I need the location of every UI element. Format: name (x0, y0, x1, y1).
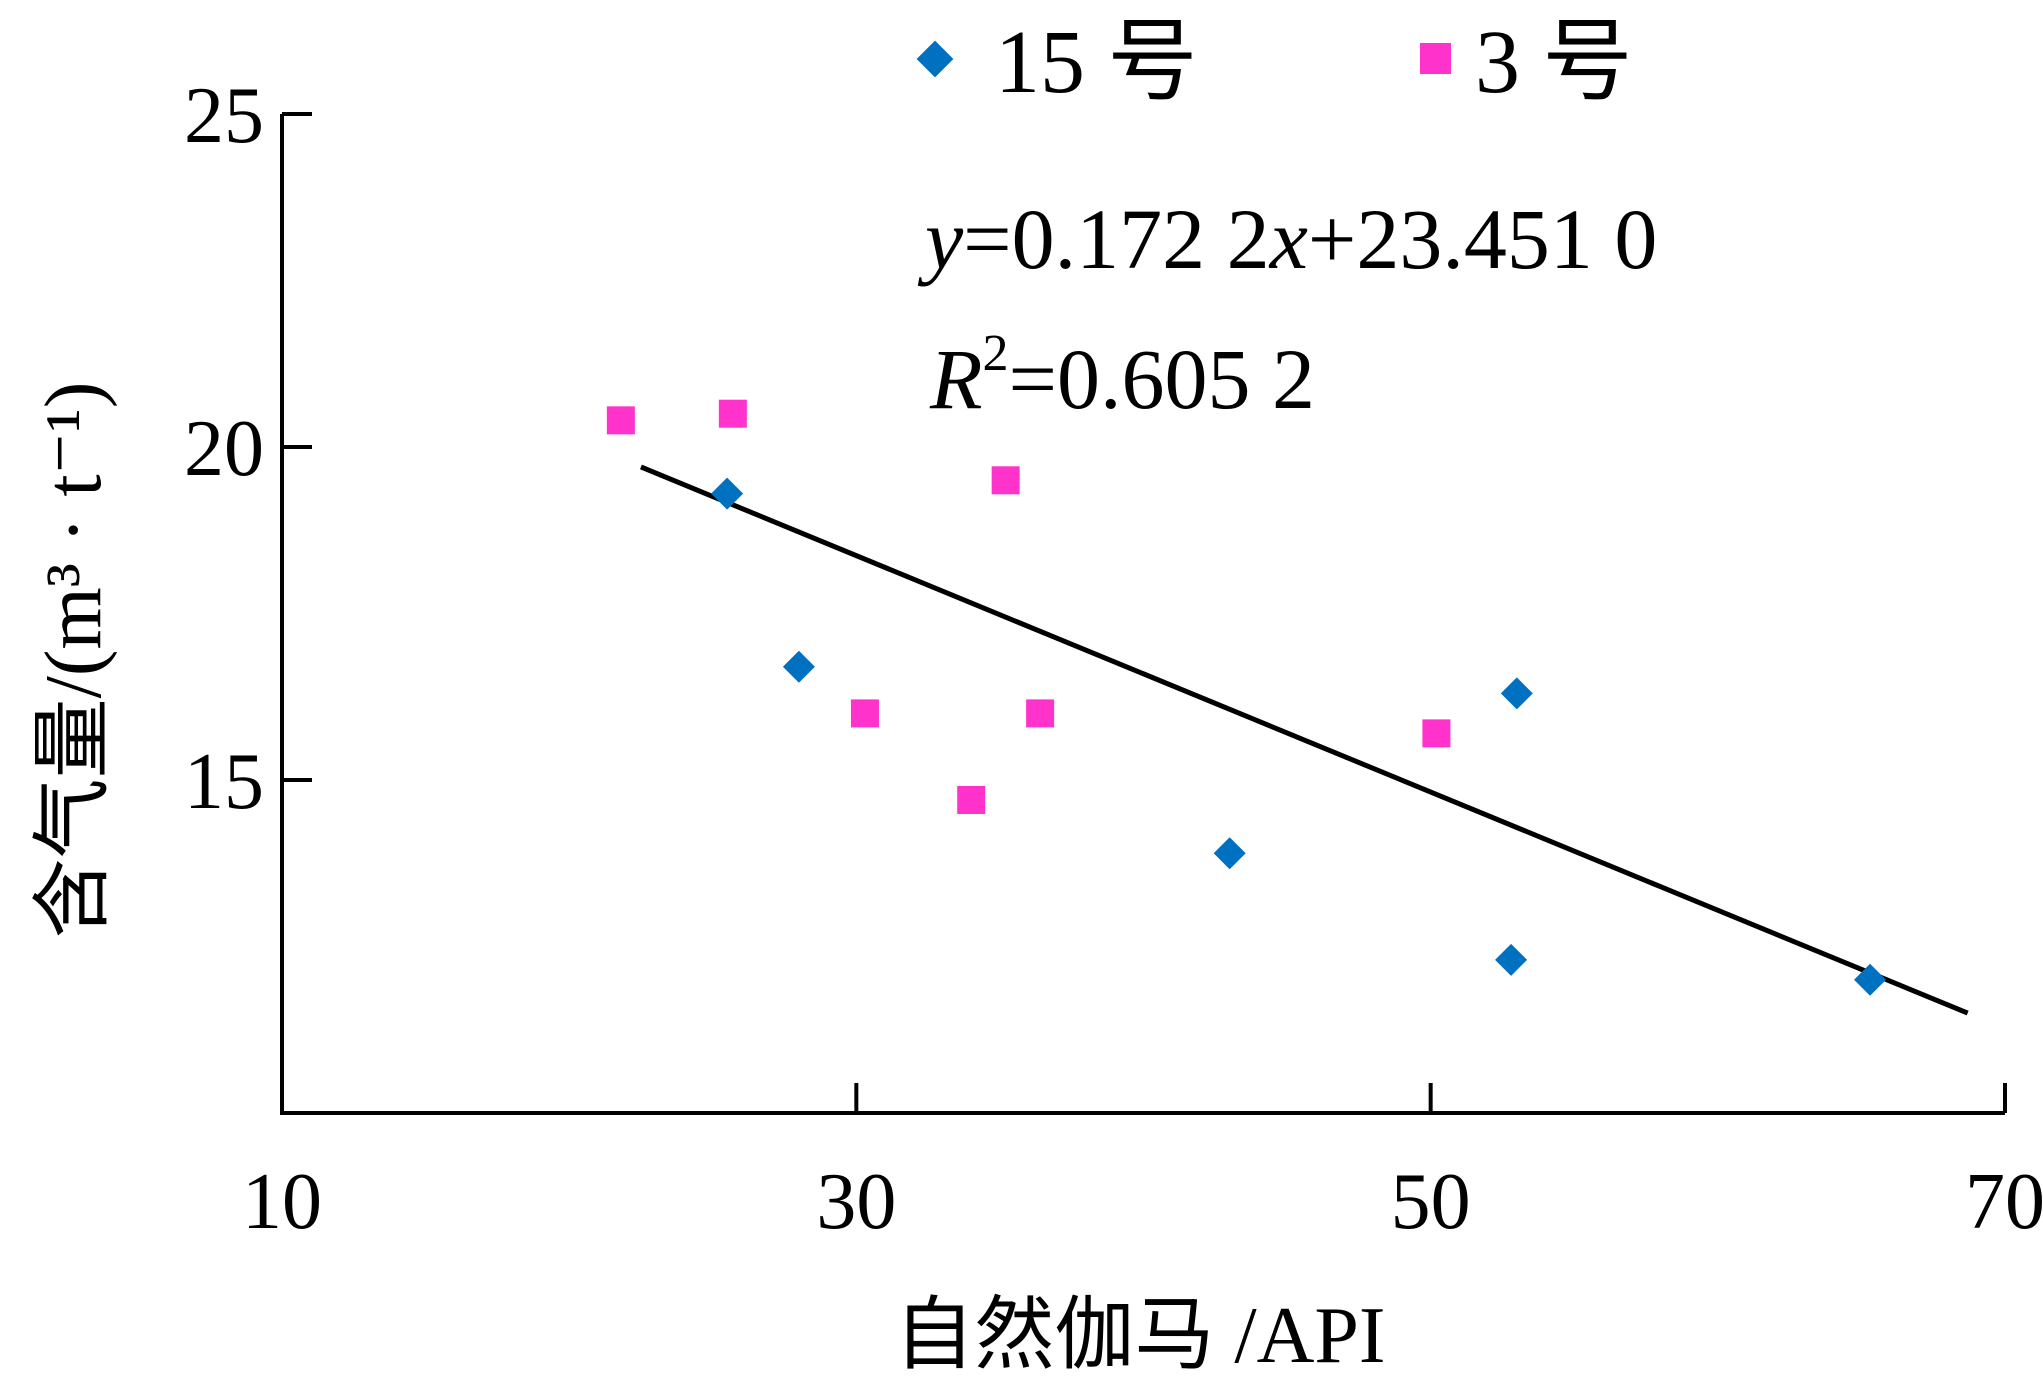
r-squared: R2=0.605 2 (929, 325, 1315, 427)
legend-label-15: 15 号 (995, 13, 1198, 112)
data-point-diamond (1854, 963, 1887, 996)
y-tick-label: 15 (184, 738, 264, 826)
data-point-square (606, 406, 635, 435)
data-point-diamond (1495, 943, 1528, 976)
x-ticks: 10 30 50 70 (242, 1083, 2043, 1246)
eq-intercept: +23.451 0 (1308, 191, 1658, 287)
regression-equation: y=0.172 2x+23.451 0 (917, 191, 1657, 287)
r2-r: R (929, 331, 983, 427)
data-point-diamond (1213, 837, 1246, 870)
legend-marker-15 (916, 40, 954, 78)
x-axis-label: 自然伽马 /API (894, 1292, 1385, 1377)
legend-marker-3 (1420, 43, 1451, 74)
data-point-diamond (711, 477, 744, 510)
data-point-square (1422, 719, 1451, 748)
data-point-square (957, 785, 986, 814)
r2-value: =0.605 2 (1009, 331, 1316, 427)
x-tick-label: 70 (1965, 1158, 2043, 1246)
x-tick-label: 10 (242, 1158, 322, 1246)
eq-x: x (1268, 191, 1308, 287)
y-axis-label: 含气量/(m³ · t⁻¹) (30, 382, 118, 939)
r2-exp: 2 (983, 325, 1009, 382)
data-points (606, 399, 1887, 996)
data-point-square (718, 399, 747, 428)
trendline (640, 464, 1969, 1016)
data-point-square (850, 699, 879, 728)
y-ticks: 15 20 25 (184, 72, 312, 826)
y-tick-label: 25 (184, 72, 264, 160)
x-tick-label: 30 (816, 1158, 896, 1246)
legend: 15 号 3 号 (916, 13, 1633, 112)
data-point-diamond (782, 650, 815, 683)
data-point-square (991, 466, 1020, 495)
y-tick-label: 20 (184, 405, 264, 493)
legend-label-3: 3 号 (1475, 13, 1633, 112)
data-point-diamond (1500, 677, 1533, 710)
data-point-square (1026, 699, 1055, 728)
x-tick-label: 50 (1391, 1158, 1471, 1246)
eq-y: y (917, 191, 964, 287)
eq-slope: =0.172 2 (963, 191, 1270, 287)
